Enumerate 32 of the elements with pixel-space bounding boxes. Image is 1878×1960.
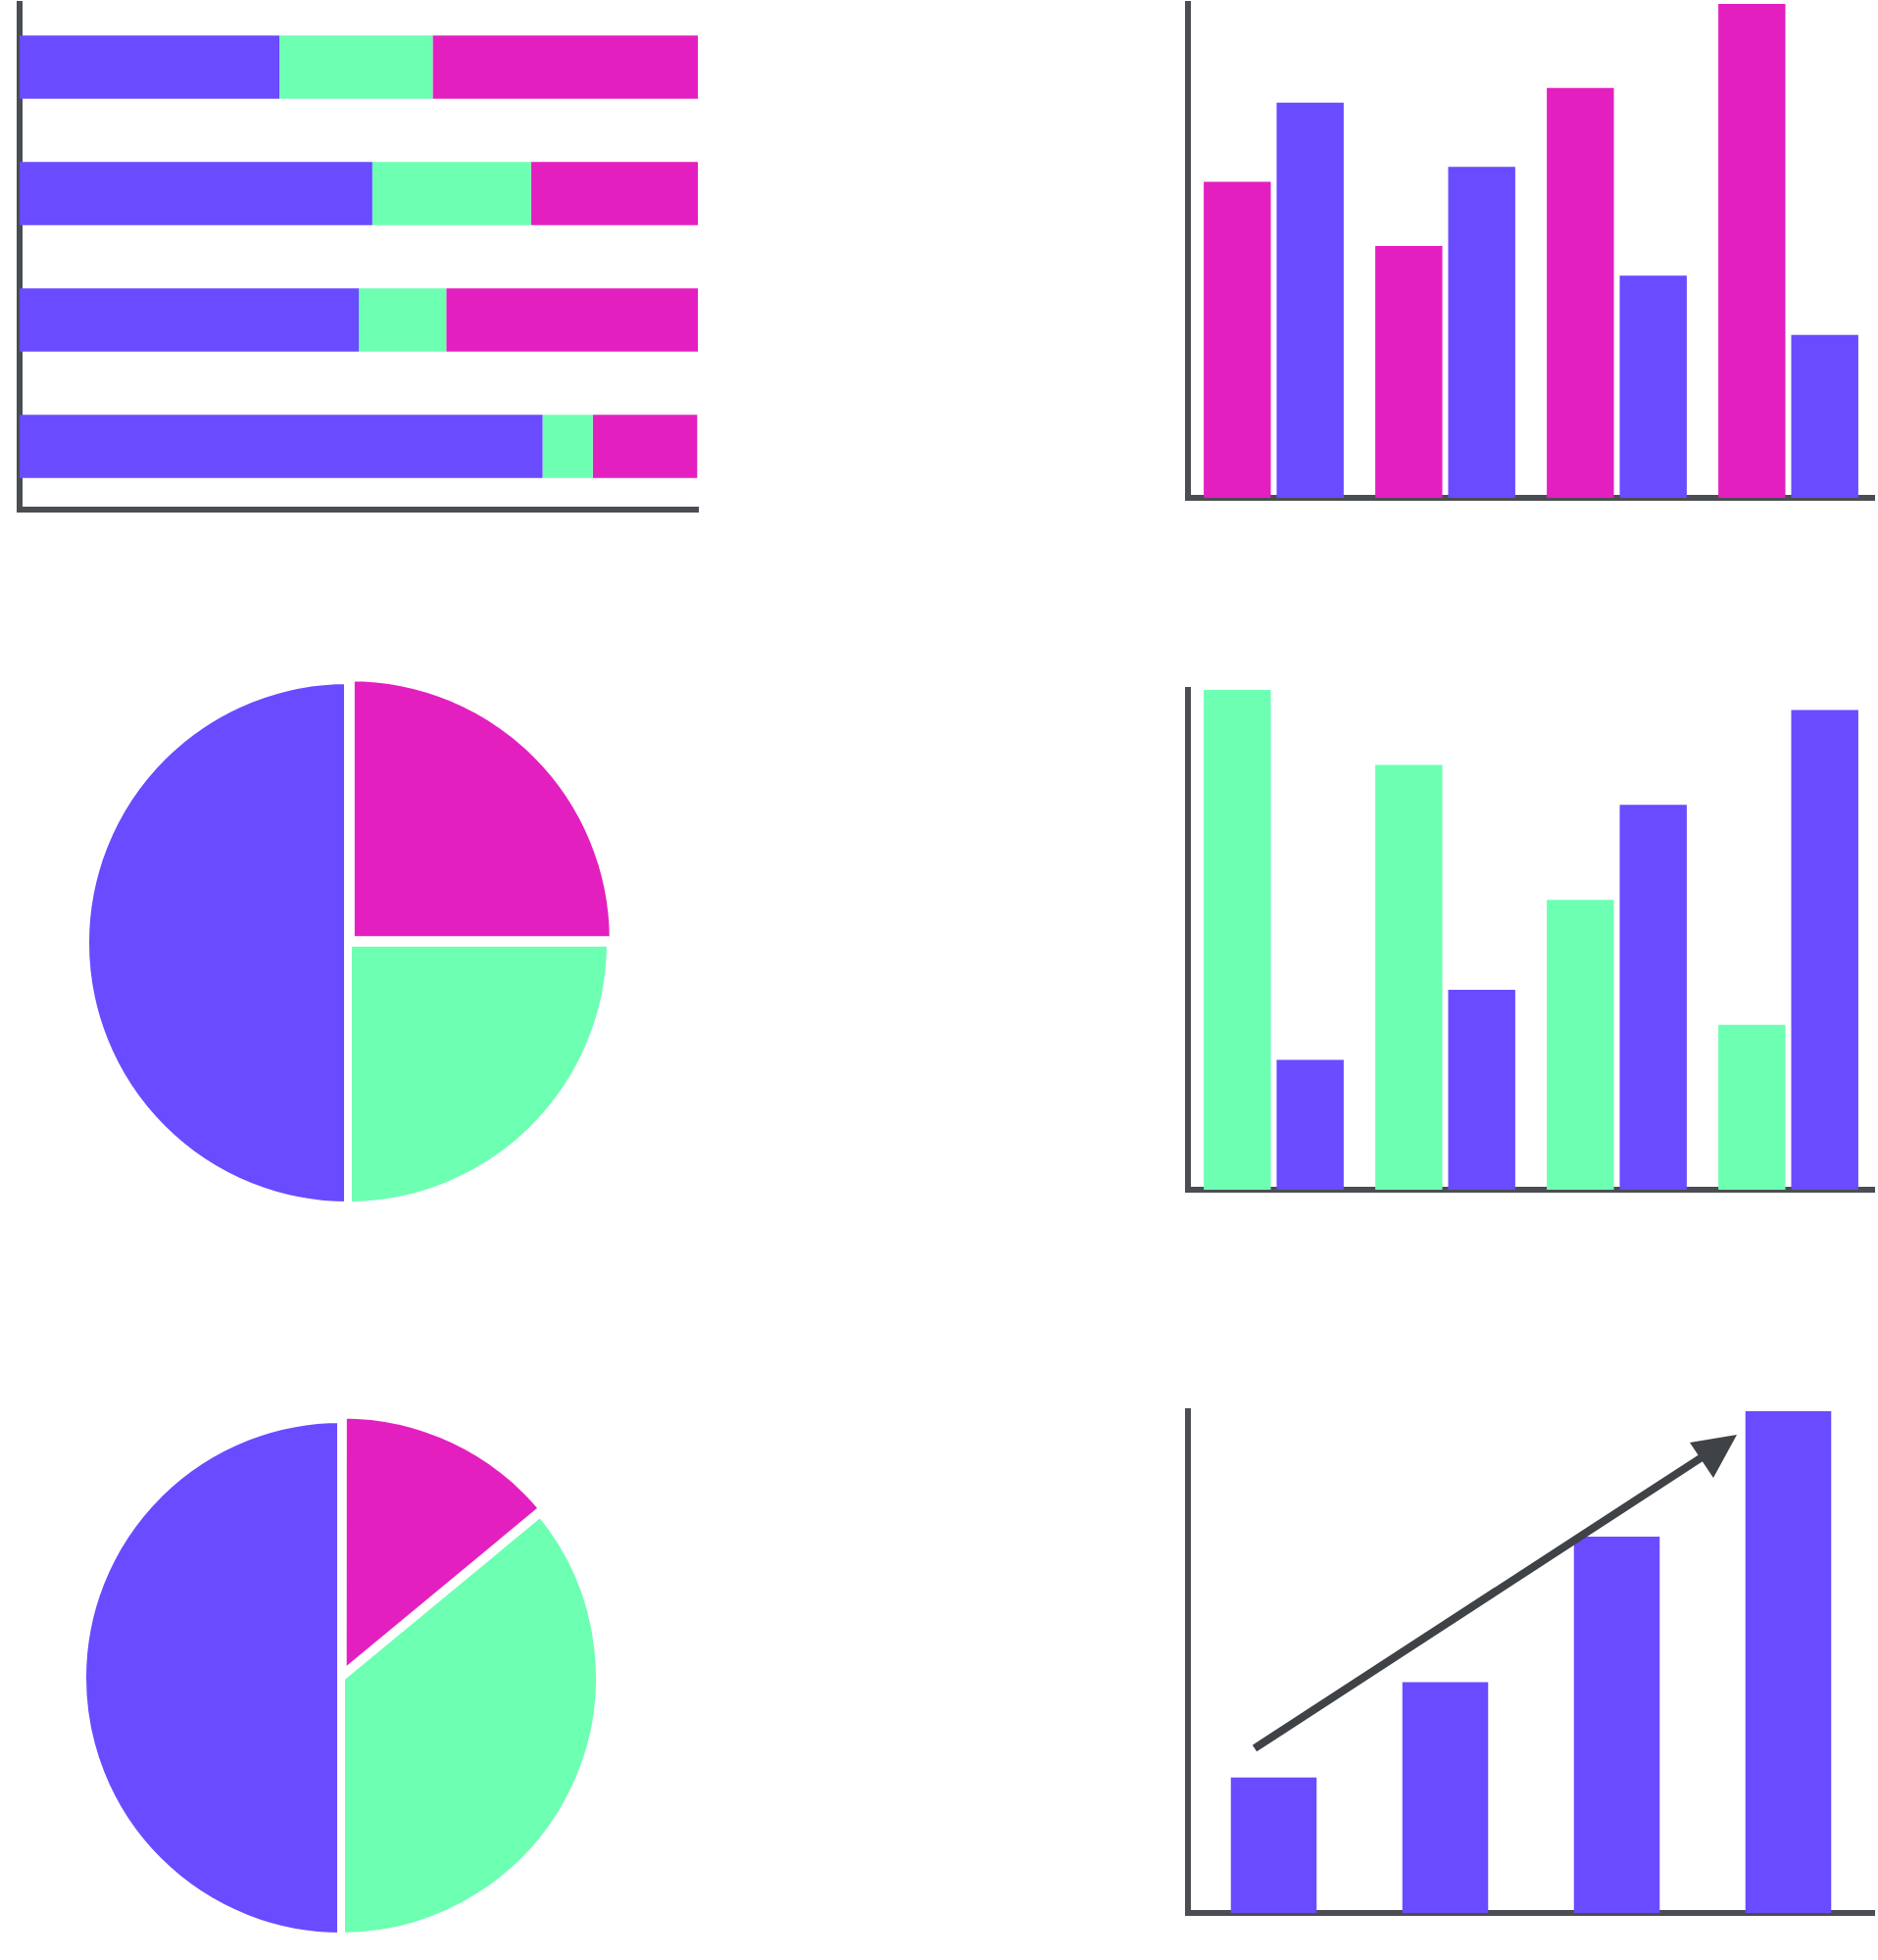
bar xyxy=(542,415,593,478)
bar xyxy=(1402,1682,1489,1913)
bar xyxy=(530,162,698,225)
bar xyxy=(1375,245,1443,498)
bar xyxy=(20,162,372,225)
bar xyxy=(1745,1411,1832,1913)
bar xyxy=(1619,275,1687,498)
bar xyxy=(279,35,433,99)
bar xyxy=(1448,990,1515,1190)
bar xyxy=(371,162,531,225)
bar xyxy=(1230,1777,1317,1913)
bar xyxy=(1718,4,1786,498)
bar xyxy=(20,35,280,99)
bar xyxy=(592,415,698,478)
bar xyxy=(1547,87,1614,498)
bar xyxy=(1619,805,1687,1190)
bar xyxy=(1375,764,1443,1190)
bar xyxy=(20,415,543,478)
bar xyxy=(1204,181,1271,498)
bar xyxy=(359,288,447,352)
bar xyxy=(1573,1537,1660,1913)
bar xyxy=(1791,710,1858,1190)
bar xyxy=(432,35,698,99)
bar xyxy=(446,288,698,352)
bar xyxy=(1276,1059,1344,1190)
bar xyxy=(1718,1024,1786,1190)
bar xyxy=(1204,690,1271,1190)
bar xyxy=(1547,900,1614,1190)
bar xyxy=(20,288,359,352)
bar xyxy=(1448,167,1515,498)
bar xyxy=(1791,334,1858,498)
bar xyxy=(1276,102,1344,498)
